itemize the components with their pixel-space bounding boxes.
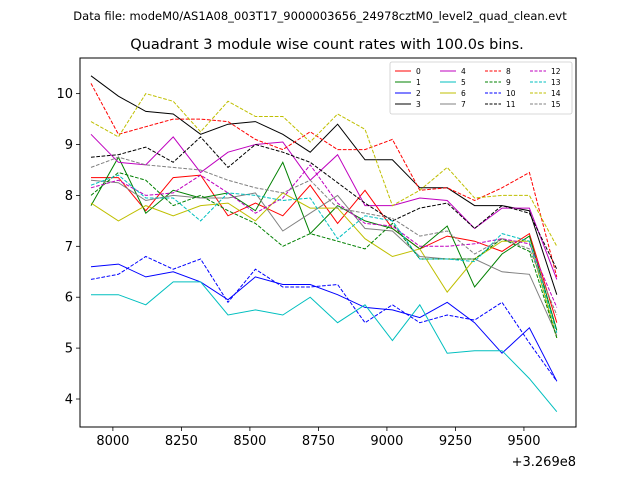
series-line-5 [91, 281, 558, 413]
y-tick-label: 6 [65, 291, 73, 306]
legend-label-8: 8 [506, 67, 511, 76]
x-tick-label: 8750 [302, 434, 335, 449]
series-line-8 [90, 83, 558, 278]
series-line-6 [90, 192, 558, 339]
legend-label-7: 7 [461, 100, 466, 109]
series-line-1 [90, 156, 558, 331]
legend-label-6: 6 [461, 89, 466, 98]
x-tick-label: 9250 [439, 434, 472, 449]
series-line-15 [90, 156, 558, 316]
chart-suptitle: Data file: modeM0/AS1A08_003T17_90000036… [73, 9, 567, 23]
legend-label-11: 11 [506, 100, 516, 109]
x-axis-offset-label: +3.269e8 [512, 455, 576, 470]
x-tick-label: 8000 [96, 434, 129, 449]
y-tick-label: 7 [65, 240, 73, 255]
y-tick-label: 10 [56, 87, 73, 102]
y-tick-label: 8 [65, 189, 73, 204]
legend-label-5: 5 [461, 78, 466, 87]
y-tick-label: 4 [65, 393, 73, 408]
legend-label-2: 2 [416, 89, 421, 98]
x-tick-label: 8500 [233, 434, 266, 449]
legend-label-9: 9 [506, 78, 511, 87]
series-line-14 [90, 93, 558, 247]
legend-label-13: 13 [551, 78, 561, 87]
chart-title: Quadrant 3 module wise count rates with … [130, 37, 524, 53]
series-line-2 [90, 263, 558, 382]
x-axis: 8000 8250 8500 8750 9000 9250 9500 [96, 427, 540, 449]
legend-label-14: 14 [551, 89, 561, 98]
y-axis: 4 5 6 7 8 9 10 [56, 87, 80, 408]
plot-frame [79, 57, 577, 428]
legend-label-12: 12 [551, 67, 561, 76]
x-tick-label: 9500 [507, 434, 540, 449]
x-tick-label: 9000 [370, 434, 403, 449]
legend-label-1: 1 [416, 78, 421, 87]
series-line-7 [90, 179, 558, 336]
y-tick-label: 5 [65, 342, 73, 357]
series-line-10 [90, 255, 558, 382]
series-line-13 [90, 174, 558, 333]
series-line-3 [90, 75, 558, 295]
legend-label-0: 0 [416, 67, 421, 76]
y-tick-label: 9 [65, 138, 73, 153]
legend-label-10: 10 [506, 89, 516, 98]
legend-label-3: 3 [416, 100, 421, 109]
series-layer [90, 75, 558, 413]
series-line-12 [90, 164, 558, 308]
legend-label-4: 4 [461, 67, 466, 76]
series-line-4 [90, 133, 558, 280]
legend-label-15: 15 [551, 100, 561, 109]
x-tick-label: 8250 [165, 434, 198, 449]
legend-box [389, 61, 573, 115]
series-line-9 [90, 171, 558, 339]
series-line-11 [90, 136, 558, 270]
